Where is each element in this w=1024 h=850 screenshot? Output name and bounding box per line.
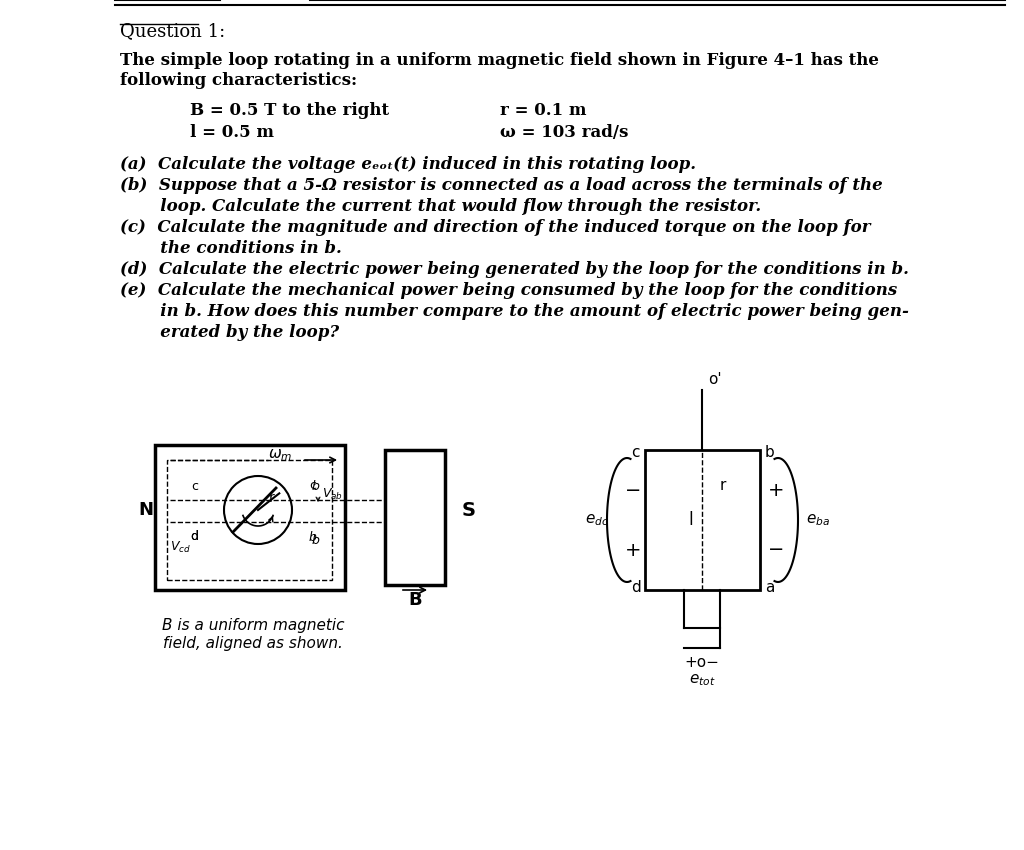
Bar bbox=[645, 450, 760, 590]
Text: in b. How does this number compare to the amount of electric power being gen-: in b. How does this number compare to th… bbox=[120, 303, 909, 320]
Text: $V_{ab}$: $V_{ab}$ bbox=[322, 486, 343, 501]
Text: c: c bbox=[309, 479, 316, 491]
Text: +: + bbox=[768, 480, 784, 500]
Bar bbox=[155, 445, 345, 590]
Text: (c)  Calculate the magnitude and direction of the induced torque on the loop for: (c) Calculate the magnitude and directio… bbox=[120, 219, 870, 236]
Text: Question 1:: Question 1: bbox=[120, 22, 225, 40]
Text: $\omega_m$: $\omega_m$ bbox=[268, 447, 292, 463]
Text: erated by the loop?: erated by the loop? bbox=[120, 324, 339, 341]
Text: $V_{cd}$: $V_{cd}$ bbox=[170, 540, 190, 554]
Text: The simple loop rotating in a uniform magnetic field shown in Figure 4–1 has the: The simple loop rotating in a uniform ma… bbox=[120, 52, 879, 69]
Text: $b$: $b$ bbox=[311, 533, 321, 547]
Text: l: l bbox=[688, 511, 692, 529]
Text: +o−: +o− bbox=[685, 655, 720, 670]
Text: $b$: $b$ bbox=[308, 530, 317, 544]
Text: d: d bbox=[190, 530, 198, 543]
Text: l = 0.5 m: l = 0.5 m bbox=[190, 124, 274, 141]
Text: r: r bbox=[720, 478, 726, 492]
Text: d: d bbox=[190, 530, 198, 543]
Text: o': o' bbox=[708, 372, 722, 387]
Text: $b$: $b$ bbox=[311, 479, 321, 493]
Text: field, aligned as shown.: field, aligned as shown. bbox=[163, 636, 343, 651]
Text: S: S bbox=[462, 501, 476, 519]
Text: −: − bbox=[625, 480, 641, 500]
Text: N: N bbox=[138, 501, 153, 519]
Text: r: r bbox=[269, 491, 274, 505]
Bar bbox=[167, 460, 332, 580]
Text: the conditions in b.: the conditions in b. bbox=[120, 240, 342, 257]
Bar bbox=[385, 450, 445, 585]
Text: a: a bbox=[765, 581, 774, 596]
Text: $e_{tot}$: $e_{tot}$ bbox=[689, 672, 716, 688]
Text: $e_{dc}$: $e_{dc}$ bbox=[585, 513, 609, 528]
Text: B is a uniform magnetic: B is a uniform magnetic bbox=[162, 618, 344, 633]
Text: loop. Calculate the current that would flow through the resistor.: loop. Calculate the current that would f… bbox=[120, 198, 761, 215]
Text: c: c bbox=[631, 445, 640, 460]
Text: d: d bbox=[631, 581, 641, 596]
Text: $e_{ba}$: $e_{ba}$ bbox=[806, 513, 830, 528]
Text: (a)  Calculate the voltage eₑₒₜ(t) induced in this rotating loop.: (a) Calculate the voltage eₑₒₜ(t) induce… bbox=[120, 156, 696, 173]
Text: c: c bbox=[191, 479, 199, 492]
Text: b: b bbox=[765, 445, 775, 460]
Circle shape bbox=[224, 476, 292, 544]
Text: +: + bbox=[625, 541, 641, 559]
Text: B: B bbox=[409, 591, 422, 609]
Text: r = 0.1 m: r = 0.1 m bbox=[500, 102, 587, 119]
Text: B = 0.5 T to the right: B = 0.5 T to the right bbox=[190, 102, 389, 119]
Text: (e)  Calculate the mechanical power being consumed by the loop for the condition: (e) Calculate the mechanical power being… bbox=[120, 282, 897, 299]
Text: (b)  Suppose that a 5-Ω resistor is connected as a load across the terminals of : (b) Suppose that a 5-Ω resistor is conne… bbox=[120, 177, 883, 194]
Text: −: − bbox=[768, 541, 784, 559]
Text: following characteristics:: following characteristics: bbox=[120, 72, 357, 89]
Text: ω = 103 rad/s: ω = 103 rad/s bbox=[500, 124, 629, 141]
Text: (d)  Calculate the electric power being generated by the loop for the conditions: (d) Calculate the electric power being g… bbox=[120, 261, 909, 278]
